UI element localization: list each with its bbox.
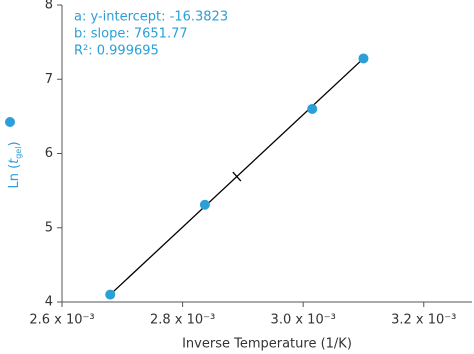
y-title-part: )	[7, 141, 22, 146]
annotation: b: slope: 7651.77	[74, 27, 188, 42]
annotation: R²: 0.999695	[74, 44, 159, 59]
y-axis-title: Ln (tgel)	[7, 141, 23, 188]
fit-midpoint-tick	[232, 171, 242, 182]
x-tick-label: 2.8 x 10⁻³	[150, 313, 215, 328]
y-tick-label: 5	[45, 220, 53, 235]
y-title-part: Ln (	[7, 164, 22, 189]
y-tick-label: 6	[45, 146, 53, 161]
y-title-part: t	[7, 158, 22, 164]
x-tick-label: 3.0 x 10⁻³	[271, 313, 336, 328]
y-tick-label: 4	[45, 295, 53, 310]
data-point	[105, 289, 116, 300]
y-tick-label: 7	[45, 72, 53, 87]
x-axis-title: Inverse Temperature (1/K)	[182, 337, 352, 352]
data-point	[307, 103, 318, 114]
y-title-part: gel	[14, 147, 23, 159]
x-tick-label: 2.6 x 10⁻³	[29, 313, 94, 328]
legend-marker	[5, 117, 15, 127]
annotation: a: y-intercept: -16.3823	[74, 10, 228, 25]
data-point	[199, 199, 210, 210]
x-tick-label: 3.2 x 10⁻³	[391, 313, 456, 328]
y-tick-label: 8	[45, 0, 53, 13]
data-point	[358, 53, 369, 64]
